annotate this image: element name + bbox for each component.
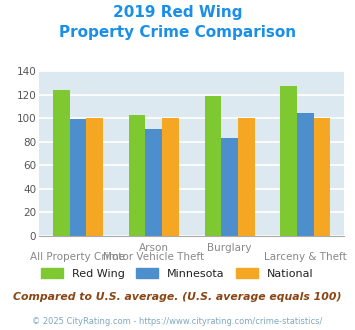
Bar xyxy=(70,119,86,236)
Text: Burglary: Burglary xyxy=(207,243,252,252)
Text: Motor Vehicle Theft: Motor Vehicle Theft xyxy=(103,252,204,262)
Text: Arson: Arson xyxy=(139,243,169,252)
Bar xyxy=(53,90,70,236)
Bar xyxy=(297,114,314,236)
Legend: Red Wing, Minnesota, National: Red Wing, Minnesota, National xyxy=(38,265,317,282)
Text: Larceny & Theft: Larceny & Theft xyxy=(264,252,347,262)
Bar xyxy=(221,138,238,236)
Bar xyxy=(314,118,331,236)
Bar xyxy=(238,118,255,236)
Bar xyxy=(129,115,146,236)
Text: Compared to U.S. average. (U.S. average equals 100): Compared to U.S. average. (U.S. average … xyxy=(13,292,342,302)
Bar xyxy=(204,96,221,236)
Text: All Property Crime: All Property Crime xyxy=(31,252,126,262)
Bar xyxy=(86,118,103,236)
Text: 2019 Red Wing: 2019 Red Wing xyxy=(113,5,242,20)
Bar xyxy=(162,118,179,236)
Bar xyxy=(146,129,162,236)
Bar xyxy=(280,86,297,236)
Text: Property Crime Comparison: Property Crime Comparison xyxy=(59,25,296,40)
Text: © 2025 CityRating.com - https://www.cityrating.com/crime-statistics/: © 2025 CityRating.com - https://www.city… xyxy=(32,317,323,326)
